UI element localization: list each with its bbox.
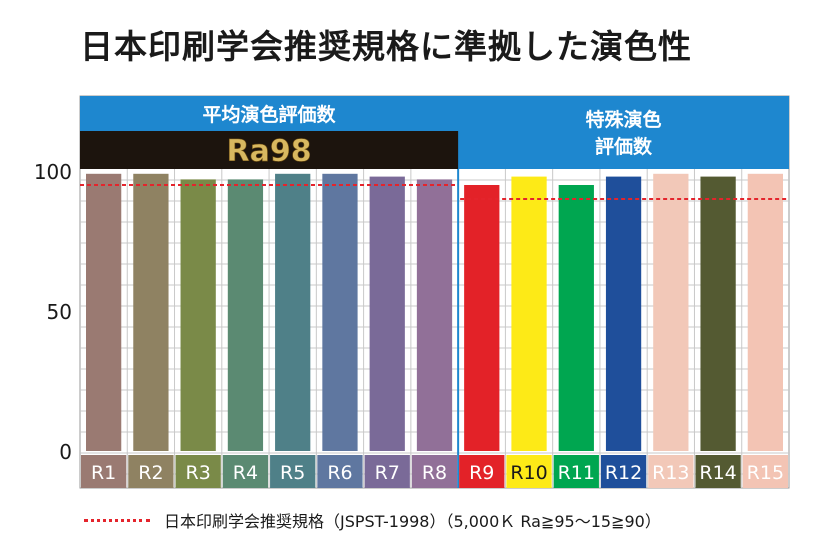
category-label-r7: R7 <box>375 462 400 484</box>
category-label-box-r13 <box>648 455 694 488</box>
category-label-box-r12 <box>600 455 647 488</box>
category-label-box-r2 <box>128 455 174 488</box>
bar-r8 <box>416 179 453 451</box>
category-label-r10: R10 <box>510 462 547 484</box>
bar-r14 <box>700 176 736 451</box>
category-label-r6: R6 <box>327 462 352 484</box>
category-label-box-r15 <box>742 455 788 488</box>
bar-r13 <box>653 173 689 452</box>
category-label-box-r14 <box>695 455 741 488</box>
bar-r11 <box>558 185 594 451</box>
category-label-r2: R2 <box>138 462 163 484</box>
category-label-r13: R13 <box>652 462 689 484</box>
category-label-box-r7 <box>364 455 410 488</box>
legend: 日本印刷学会推奨規格（JSPST-1998）（5,000Ｋ Ra≧95～15≧9… <box>84 508 661 532</box>
group-label-special-line: 特殊演色 <box>586 108 662 131</box>
bar-r12 <box>605 176 642 451</box>
category-label-box-r10 <box>506 455 552 488</box>
category-label-r14: R14 <box>699 462 736 484</box>
y-tick-label-100: 100 <box>34 160 72 184</box>
bar-r3 <box>180 179 216 451</box>
page-title: 日本印刷学会推奨規格に準拠した演色性 <box>80 27 692 66</box>
group-header-special <box>458 96 789 169</box>
category-label-box-r1 <box>81 455 127 488</box>
category-label-box-r11 <box>553 455 599 488</box>
category-label-r11: R11 <box>558 462 595 484</box>
bar-r9 <box>464 185 500 451</box>
bar-r2 <box>133 173 169 452</box>
ra-badge-background <box>80 131 459 169</box>
legend-text: 日本印刷学会推奨規格（JSPST-1998）（5,000Ｋ Ra≧95～15≧9… <box>164 512 661 531</box>
category-label-r4: R4 <box>233 462 258 484</box>
category-label-box-r4 <box>222 455 269 488</box>
group-label-special-line: 評価数 <box>595 135 653 158</box>
bar-r6 <box>322 173 358 452</box>
y-tick-label-50: 50 <box>47 300 72 324</box>
category-label-r15: R15 <box>747 462 784 484</box>
category-label-box-r5 <box>270 455 316 488</box>
bar-r10 <box>511 176 547 451</box>
bar-r1 <box>86 173 122 452</box>
y-tick-label-0: 0 <box>59 440 72 464</box>
category-label-box-r8 <box>411 455 458 488</box>
category-label-r5: R5 <box>280 462 305 484</box>
category-label-box-r6 <box>317 455 363 488</box>
legend-dotted-line-icon <box>84 518 150 522</box>
bar-r5 <box>275 173 311 452</box>
bar-r15 <box>747 173 783 452</box>
ra-badge-text: Ra98 <box>227 134 312 169</box>
category-label-box-r3 <box>175 455 221 488</box>
category-label-box-r9 <box>459 455 505 488</box>
group-label-average: 平均演色評価数 <box>203 103 337 126</box>
category-label-r8: R8 <box>422 462 447 484</box>
category-label-r1: R1 <box>91 462 116 484</box>
category-label-r12: R12 <box>605 462 642 484</box>
category-label-r9: R9 <box>469 462 494 484</box>
bar-r7 <box>369 176 405 451</box>
bar-r4 <box>227 179 264 451</box>
category-label-r3: R3 <box>186 462 211 484</box>
